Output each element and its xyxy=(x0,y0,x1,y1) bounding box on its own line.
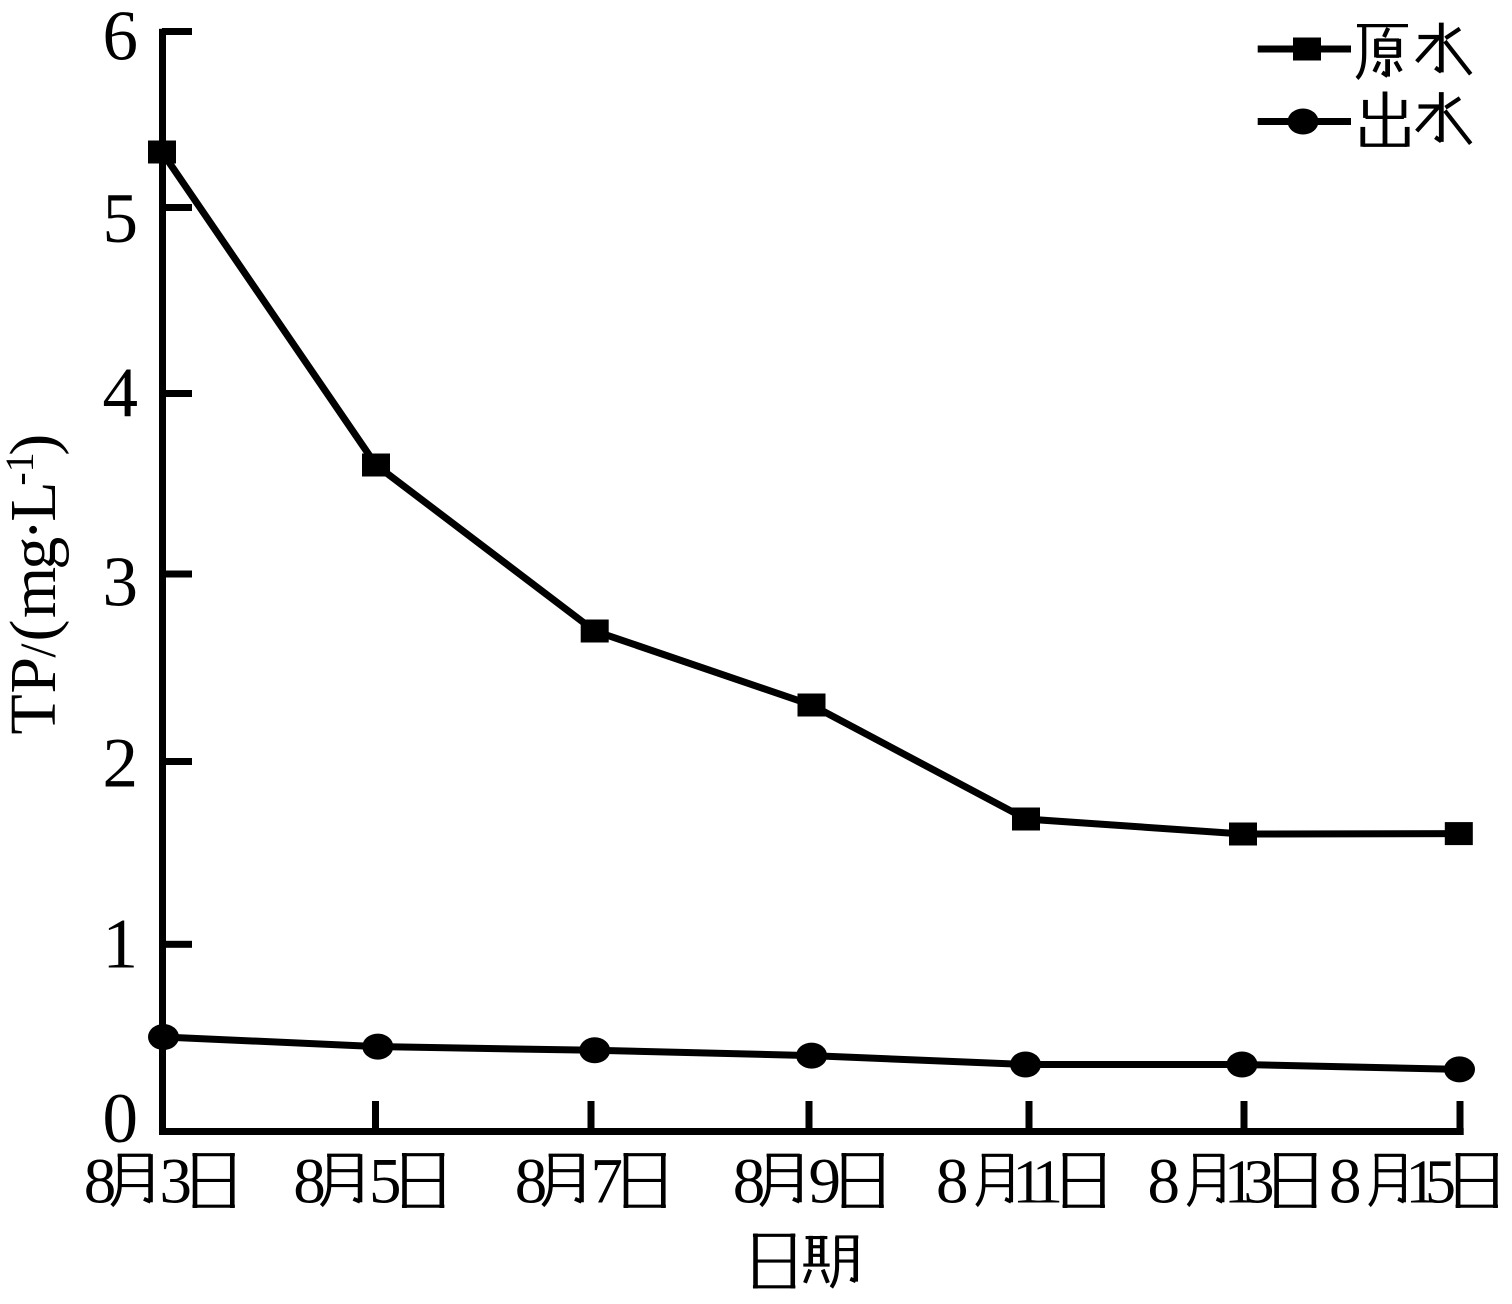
svg-text:P: P xyxy=(0,657,70,694)
svg-text:8: 8 xyxy=(936,1146,969,1218)
svg-text:4: 4 xyxy=(103,354,139,432)
svg-text:3: 3 xyxy=(1244,1149,1275,1217)
svg-text:3: 3 xyxy=(103,544,139,622)
svg-text:m: m xyxy=(0,567,70,618)
svg-text:9: 9 xyxy=(808,1146,841,1218)
svg-text:8: 8 xyxy=(1147,1146,1180,1218)
svg-text:(: ( xyxy=(0,620,70,642)
svg-text:): ) xyxy=(0,434,70,456)
svg-text:0: 0 xyxy=(103,1080,139,1158)
svg-text:3: 3 xyxy=(159,1146,192,1218)
svg-text:8: 8 xyxy=(515,1146,548,1218)
svg-text:5: 5 xyxy=(369,1146,402,1218)
svg-text:L: L xyxy=(0,481,70,521)
svg-text:T: T xyxy=(0,694,70,734)
svg-text:2: 2 xyxy=(103,725,139,803)
svg-text:/: / xyxy=(11,643,67,658)
svg-text:-1: -1 xyxy=(0,452,42,485)
svg-text:6: 6 xyxy=(103,0,139,76)
svg-text:8: 8 xyxy=(293,1146,326,1218)
svg-text:8: 8 xyxy=(1329,1146,1362,1218)
svg-text:1: 1 xyxy=(1224,1149,1255,1217)
svg-text:1: 1 xyxy=(103,906,139,984)
svg-text:8: 8 xyxy=(84,1146,117,1218)
svg-text:g: g xyxy=(0,537,70,570)
svg-text:1: 1 xyxy=(1032,1149,1063,1217)
svg-text:1: 1 xyxy=(1406,1149,1437,1217)
svg-text:5: 5 xyxy=(103,180,139,258)
svg-text:7: 7 xyxy=(590,1146,623,1218)
svg-text:·: · xyxy=(0,519,70,541)
svg-text:8: 8 xyxy=(733,1146,766,1218)
svg-text:1: 1 xyxy=(1013,1149,1044,1217)
svg-text:5: 5 xyxy=(1425,1149,1456,1217)
